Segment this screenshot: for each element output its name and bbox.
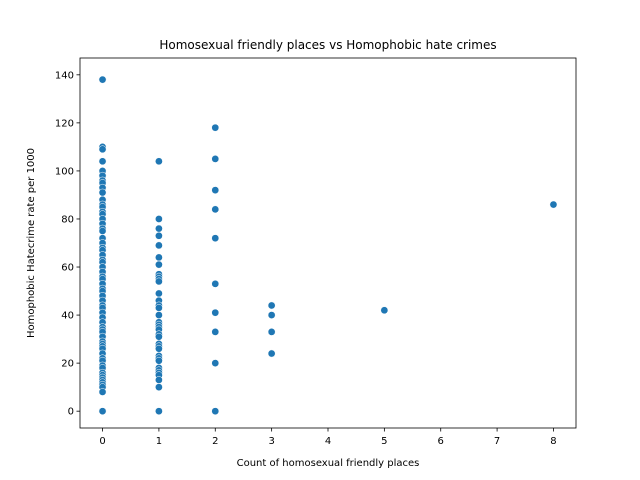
scatter-point [211,407,220,416]
scatter-point [155,407,163,416]
x-axis-label: Count of homosexual friendly places [237,458,420,469]
scatter-point [155,231,163,240]
y-tick-label: 120 [55,118,74,129]
scatter-point [267,311,276,319]
x-tick-label: 1 [156,436,162,447]
scatter-point [211,308,220,317]
x-tick-label: 5 [381,436,387,447]
scatter-point [98,75,107,84]
scatter-point [211,155,220,163]
scatter-point [155,356,163,365]
y-tick-label: 20 [61,359,74,370]
scatter-point [155,277,163,286]
scatter-point [155,383,163,392]
scatter-point [549,200,558,209]
scatter-point [155,253,163,262]
scatter-point [98,145,107,154]
scatter-point [380,306,389,315]
scatter-point [267,349,276,358]
scatter-point [211,328,220,336]
scatter-point [155,215,163,223]
scatter-point [98,407,107,416]
chart-title: Homosexual friendly places vs Homophobic… [159,38,496,52]
scatter-point [98,227,107,235]
y-tick-label: 140 [55,70,74,81]
scatter-points [98,75,558,416]
scatter-point [155,344,163,353]
scatter-point [155,304,163,312]
scatter-point [98,188,107,197]
scatter-point [155,376,163,384]
x-tick-label: 6 [438,436,444,447]
scatter-point [155,332,163,341]
scatter-point [155,311,163,319]
scatter-point [155,157,163,166]
scatter-point [267,328,276,336]
scatter-point [155,289,163,298]
scatter-point [155,260,163,269]
scatter-point [155,241,163,250]
x-tick-label: 2 [212,436,218,447]
plot-frame [79,57,577,429]
scatter-point [98,157,107,166]
x-tick-label: 3 [268,436,274,447]
scatter-point [98,388,107,396]
x-tick-label: 7 [494,436,500,447]
scatter-point [267,301,276,310]
x-tick-label: 8 [550,436,556,447]
scatter-point [211,234,220,243]
y-tick-label: 80 [61,214,74,225]
y-tick-label: 0 [68,407,74,418]
scatter-point [211,205,220,214]
x-tick-label: 4 [325,436,331,447]
y-axis: 0 20 40 60 80 100 120 140 [55,70,80,418]
scatter-point [211,279,220,288]
scatter-point [211,186,220,194]
y-tick-label: 40 [61,311,74,322]
y-tick-label: 100 [55,166,74,177]
x-axis: 0 1 2 3 4 5 6 7 8 [99,428,557,447]
scatter-point [211,359,220,367]
y-axis-label: Homophobic Hatecrime rate per 1000 [26,148,37,338]
y-tick-label: 60 [61,263,74,274]
scatter-point [155,224,163,233]
x-tick-label: 0 [99,436,105,447]
scatter-point [211,123,220,132]
